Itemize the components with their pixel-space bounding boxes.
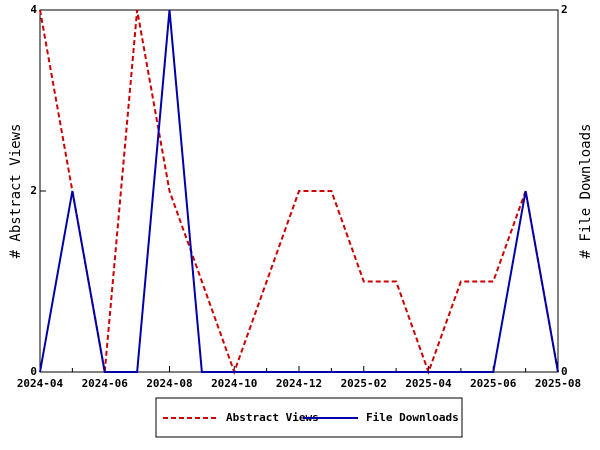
y2-tick-label: 2 [561, 3, 568, 16]
y-tick-label: 4 [30, 3, 37, 16]
x-tick-label: 2025-04 [405, 377, 452, 390]
y-tick-label: 0 [30, 365, 37, 378]
legend-label: Abstract Views [226, 411, 319, 424]
y-axis-title: # Abstract Views [8, 124, 24, 259]
x-tick-label: 2024-06 [82, 377, 129, 390]
x-tick-label: 2024-12 [276, 377, 322, 390]
y2-tick-label: 0 [561, 365, 568, 378]
y-tick-label: 2 [30, 184, 37, 197]
x-tick-label: 2025-06 [470, 377, 517, 390]
legend-label: File Downloads [366, 411, 459, 424]
x-tick-label: 2024-10 [211, 377, 257, 390]
x-tick-label: 2024-04 [17, 377, 64, 390]
x-tick-label: 2025-02 [341, 377, 387, 390]
x-tick-label: 2025-08 [535, 377, 581, 390]
series-line [39, 9, 559, 375]
y2-axis-title: # File Downloads [578, 124, 594, 259]
x-tick-label: 2024-08 [146, 377, 192, 390]
series-line [39, 9, 559, 373]
